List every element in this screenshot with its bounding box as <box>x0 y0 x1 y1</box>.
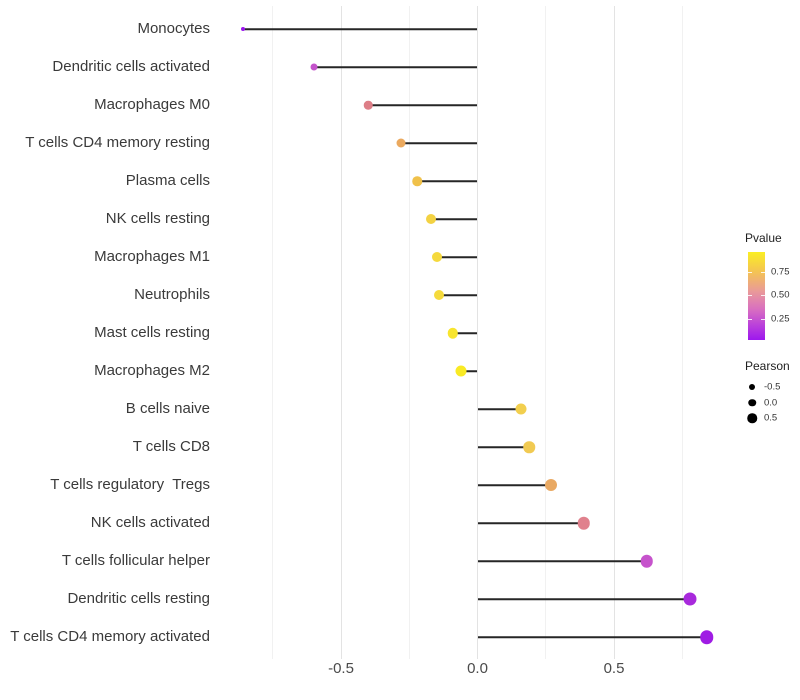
data-point <box>426 214 437 224</box>
lollipop-stem <box>452 332 478 334</box>
pearson-size-dot <box>748 398 756 407</box>
minor-gridline <box>681 6 683 659</box>
pvalue-tickmark <box>748 272 752 273</box>
pvalue-tickmark <box>748 295 752 296</box>
lollipop-stem <box>436 256 478 258</box>
category-label: T cells CD8 <box>132 438 210 456</box>
pvalue-tick-label: 0.25 <box>771 313 790 325</box>
category-label: T cells follicular helper <box>61 552 210 570</box>
category-label: B cells naive <box>125 400 210 418</box>
lollipop-stem <box>477 408 522 410</box>
data-point <box>683 592 697 606</box>
major-gridline <box>477 6 478 659</box>
x-axis-tick-label: 0.0 <box>467 660 488 677</box>
pearson-legend-title: Pearson <box>745 359 790 373</box>
minor-gridline <box>272 6 274 659</box>
lollipop-stem <box>313 66 478 68</box>
lollipop-stem <box>368 104 478 106</box>
data-point <box>545 479 558 491</box>
pvalue-legend-title: Pvalue <box>745 231 782 245</box>
data-point <box>700 630 714 644</box>
lollipop-stem <box>431 218 478 220</box>
lollipop-stem <box>461 370 478 372</box>
pvalue-colorbar <box>748 252 765 340</box>
data-point <box>455 365 467 377</box>
data-point <box>640 554 653 568</box>
lollipop-stem <box>417 180 478 182</box>
lollipop-stem <box>242 28 478 30</box>
pvalue-tickmark <box>748 319 752 320</box>
major-gridline <box>613 6 615 659</box>
data-point <box>447 327 459 339</box>
lollipop-stem <box>477 636 707 638</box>
data-point <box>396 138 406 148</box>
pvalue-tickmark <box>761 319 765 320</box>
lollipop-stem <box>477 446 530 448</box>
category-label: Mast cells resting <box>94 324 210 342</box>
data-point <box>577 516 591 530</box>
category-label: Dendritic cells activated <box>52 58 210 76</box>
data-point <box>515 403 527 415</box>
pearson-size-label: 0.0 <box>764 397 778 408</box>
data-point <box>434 290 445 300</box>
category-label: T cells regulatory Tregs <box>50 476 210 494</box>
category-label: Macrophages M1 <box>94 248 210 266</box>
category-label: NK cells activated <box>90 514 210 532</box>
pvalue-tickmark <box>761 272 765 273</box>
data-point <box>240 27 245 31</box>
pvalue-tick-label: 0.50 <box>771 289 790 301</box>
data-point <box>412 176 423 186</box>
data-point <box>523 441 536 453</box>
category-label: Macrophages M0 <box>94 96 210 114</box>
x-axis-tick-label: -0.5 <box>328 660 354 677</box>
minor-gridline <box>545 6 547 659</box>
category-label: Neutrophils <box>134 286 210 304</box>
lollipop-stem <box>401 142 478 144</box>
lollipop-stem <box>477 598 691 600</box>
lollipop-stem <box>477 484 552 486</box>
lollipop-stem <box>477 522 584 524</box>
pearson-size-label: -0.5 <box>764 381 781 393</box>
category-label: T cells CD4 memory resting <box>25 134 210 152</box>
category-label: Dendritic cells resting <box>67 590 210 608</box>
category-label: T cells CD4 memory activated <box>10 628 210 646</box>
category-label: Plasma cells <box>125 172 210 190</box>
major-gridline <box>340 6 342 659</box>
pearson-size-dot <box>747 413 757 423</box>
x-axis-tick-label: 0.5 <box>603 660 625 677</box>
category-label: Macrophages M2 <box>94 362 210 380</box>
category-label: NK cells resting <box>105 210 210 228</box>
data-point <box>364 100 373 110</box>
category-label: Monocytes <box>137 20 210 38</box>
data-point <box>431 252 442 262</box>
pvalue-tick-label: 0.75 <box>771 266 790 278</box>
minor-gridline <box>408 6 410 659</box>
pearson-size-label: 0.5 <box>764 412 778 424</box>
pvalue-tickmark <box>761 295 765 296</box>
lollipop-stem <box>477 560 647 562</box>
lollipop-stem <box>439 294 478 296</box>
data-point <box>310 63 318 71</box>
pearson-size-dot <box>749 384 755 390</box>
